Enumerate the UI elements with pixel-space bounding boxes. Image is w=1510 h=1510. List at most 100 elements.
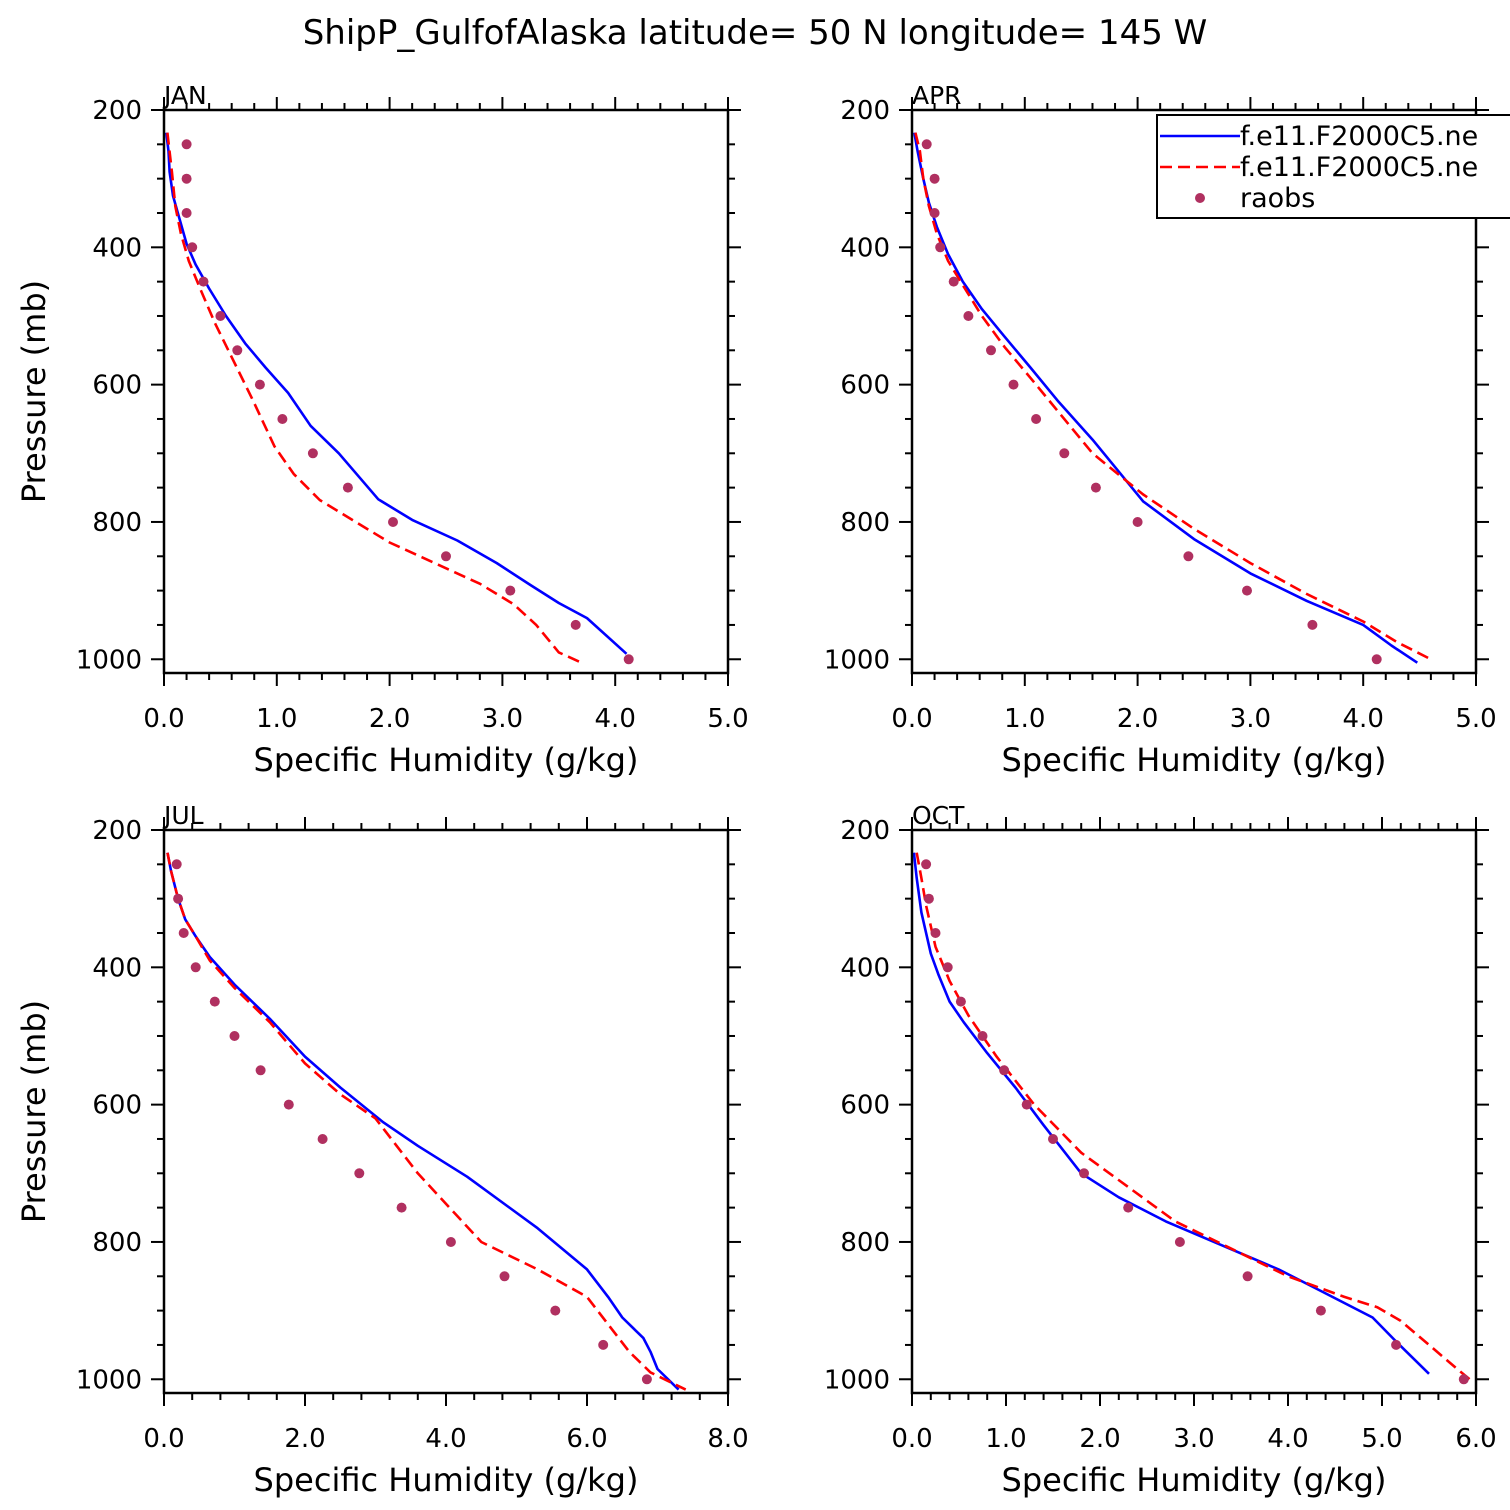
x-tick-label: 0.0 <box>143 704 184 734</box>
series-line-solid <box>166 852 680 1391</box>
data-point <box>396 1202 407 1213</box>
legend-marker <box>1195 193 1205 203</box>
plot-area <box>913 132 1432 665</box>
data-point <box>181 208 192 218</box>
x-tick-label: 3.0 <box>1173 1424 1214 1454</box>
x-tick-label: 6.0 <box>566 1424 607 1454</box>
x-tick-label: 5.0 <box>707 704 748 734</box>
series-line-dashed <box>914 132 1432 661</box>
data-point <box>232 345 243 356</box>
data-point <box>190 962 201 973</box>
data-point <box>1458 1374 1469 1385</box>
y-tick-label: 600 <box>840 1091 890 1121</box>
data-point <box>955 996 966 1007</box>
data-point <box>388 517 398 527</box>
data-point <box>921 859 932 870</box>
data-point <box>999 1065 1010 1076</box>
x-tick-label: 0.0 <box>891 704 932 734</box>
y-tick-label: 800 <box>840 1228 890 1258</box>
figure-title: ShipP_GulfofAlaska latitude= 50 N longit… <box>303 13 1208 53</box>
y-tick-label: 600 <box>92 371 142 401</box>
data-point <box>499 1271 510 1282</box>
y-tick-label: 400 <box>840 953 890 983</box>
data-point <box>929 208 940 218</box>
data-point <box>342 482 353 493</box>
x-tick-label: 4.0 <box>425 1424 466 1454</box>
data-point <box>986 345 996 356</box>
x-tick-label: 1.0 <box>985 1424 1026 1454</box>
data-point <box>317 1134 328 1144</box>
x-tick-label: 2.0 <box>284 1424 325 1454</box>
plot-frame <box>910 108 1478 675</box>
x-tick-label: 2.0 <box>369 704 410 734</box>
data-point <box>1307 619 1318 630</box>
data-point <box>254 379 265 390</box>
data-point <box>181 139 192 150</box>
data-point <box>178 928 189 938</box>
y-axis-label: Pressure (mb) <box>15 280 53 503</box>
data-point <box>923 893 934 904</box>
y-tick-label: 800 <box>840 508 890 538</box>
x-tick-label: 4.0 <box>595 704 636 734</box>
y-tick-label: 200 <box>840 816 890 846</box>
data-point <box>930 928 941 938</box>
data-point <box>641 1374 652 1385</box>
x-tick-label: 6.0 <box>1455 1424 1496 1454</box>
x-tick-label: 8.0 <box>707 1424 748 1454</box>
data-point <box>1059 448 1070 459</box>
plot-area <box>166 852 687 1391</box>
data-point <box>283 1099 294 1110</box>
x-tick-label: 5.0 <box>1455 704 1496 734</box>
data-point <box>1174 1237 1185 1247</box>
data-point <box>445 1237 456 1247</box>
data-point <box>1315 1305 1326 1316</box>
y-tick-label: 1000 <box>76 1365 142 1395</box>
x-axis-label: Specific Humidity (g/kg) <box>254 741 639 779</box>
series-line-dashed <box>166 852 687 1391</box>
data-point <box>229 1031 240 1041</box>
data-point <box>1079 1168 1089 1179</box>
data-point <box>1123 1202 1134 1213</box>
data-point <box>948 276 959 287</box>
y-tick-label: 400 <box>92 233 142 263</box>
series-line-dashed <box>915 852 1473 1382</box>
data-point <box>1021 1099 1032 1110</box>
panel-label: APR <box>912 81 962 110</box>
x-tick-label: 2.0 <box>1079 1424 1120 1454</box>
y-tick-label: 200 <box>92 96 142 126</box>
x-axis-label: Specific Humidity (g/kg) <box>1002 741 1387 779</box>
data-point <box>935 242 946 253</box>
data-point <box>929 173 940 184</box>
data-point <box>1031 414 1042 424</box>
x-tick-label: 3.0 <box>1230 704 1271 734</box>
y-tick-label: 1000 <box>76 645 142 675</box>
data-point <box>570 619 581 630</box>
x-tick-label: 2.0 <box>1117 704 1158 734</box>
data-point <box>173 893 184 904</box>
data-point <box>277 414 288 424</box>
legend-label: f.e11.F2000C5.ne <box>1240 121 1478 152</box>
plot-frame <box>162 828 730 1395</box>
data-point <box>441 551 451 562</box>
data-point <box>598 1339 609 1350</box>
x-axis-label: Specific Humidity (g/kg) <box>1002 1461 1387 1499</box>
data-point <box>307 448 318 459</box>
legend-label: raobs <box>1240 183 1315 214</box>
plot-area <box>912 852 1473 1385</box>
panel-label: OCT <box>912 801 965 830</box>
data-point <box>977 1031 988 1041</box>
data-point <box>1242 1271 1253 1282</box>
plot-frame <box>162 108 730 675</box>
data-point <box>198 276 209 287</box>
series-line-solid <box>912 852 1430 1375</box>
legend-label: f.e11.F2000C5.ne <box>1240 152 1478 183</box>
data-point <box>1132 517 1143 527</box>
data-point <box>505 585 516 596</box>
x-tick-label: 4.0 <box>1267 1424 1308 1454</box>
x-tick-label: 3.0 <box>482 704 523 734</box>
data-point <box>1391 1339 1402 1350</box>
data-point <box>187 242 198 253</box>
